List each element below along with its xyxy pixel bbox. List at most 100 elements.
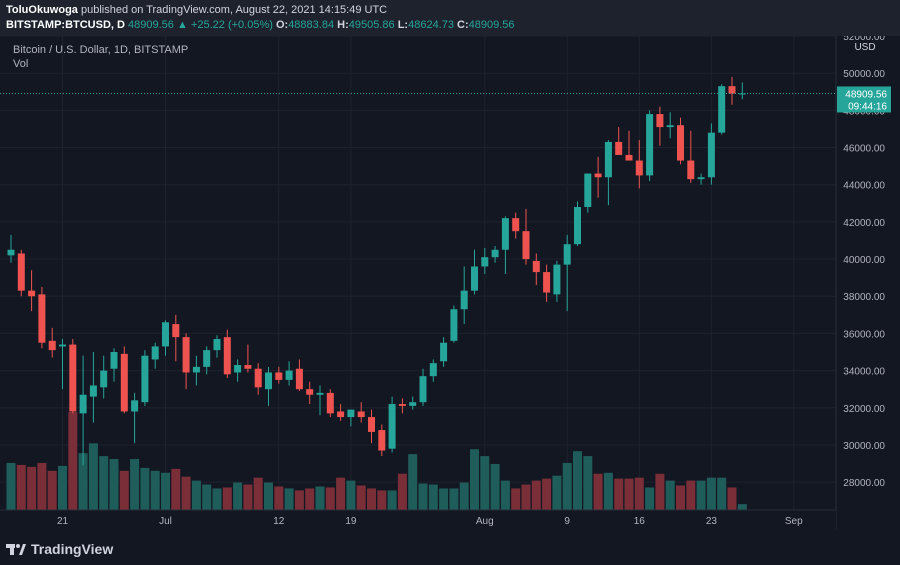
price-tick-label: 52000.00 xyxy=(843,36,885,43)
candle-body xyxy=(182,337,190,373)
candle-body xyxy=(440,342,448,362)
volume-bar xyxy=(119,470,129,510)
close-label: C: xyxy=(457,19,469,31)
price-tick-label: 36000.00 xyxy=(843,329,885,340)
time-tick-label: Sep xyxy=(785,516,803,527)
price-tick-label: 40000.00 xyxy=(843,255,885,266)
candle-body xyxy=(553,264,561,295)
volume-bar xyxy=(645,487,655,510)
candle-body xyxy=(28,290,36,297)
candle-body xyxy=(687,160,695,180)
candle-body xyxy=(110,352,118,369)
time-tick-label: 12 xyxy=(273,516,285,527)
volume-bar xyxy=(521,484,531,510)
candle-body xyxy=(625,154,633,161)
candle-body xyxy=(501,218,509,250)
volume-bar xyxy=(562,462,572,510)
candle-body xyxy=(223,337,231,375)
candle-body xyxy=(594,173,602,178)
volume-bar xyxy=(573,451,582,510)
volume-bar xyxy=(428,484,438,510)
price-tick-label: 30000.00 xyxy=(843,441,885,452)
volume-bar xyxy=(78,453,88,510)
candle-body xyxy=(646,114,654,176)
volume-bar xyxy=(727,487,737,510)
price-axis: 28000.00 30000.00 32000.00 34000.00 36000.00… xyxy=(835,32,900,530)
candle-body xyxy=(563,244,571,265)
price-change: +25.22 (+0.05%) xyxy=(190,19,273,31)
candle-body xyxy=(203,350,211,367)
chart-area[interactable]: 28000.00 30000.00 32000.00 34000.00 36000.00… xyxy=(0,32,900,530)
candle-body xyxy=(604,141,612,178)
time-tick-label: 21 xyxy=(57,516,69,527)
candle-body xyxy=(728,86,736,94)
volume-bar xyxy=(47,470,57,510)
candle-body xyxy=(522,231,530,260)
last-price-tag xyxy=(837,86,891,113)
price-tick-label: 50000.00 xyxy=(843,69,885,80)
price-tick-label: 42000.00 xyxy=(843,218,885,229)
price-tick-label: 38000.00 xyxy=(843,292,885,303)
price-axis-bg xyxy=(836,36,900,530)
time-tick-label: Jul xyxy=(159,516,172,527)
volume-bar xyxy=(191,480,201,510)
candle-body xyxy=(275,372,283,380)
volume-bar xyxy=(737,504,747,510)
volume-bar xyxy=(397,473,407,510)
candle-body xyxy=(7,249,15,256)
candle-body xyxy=(409,402,417,406)
volume-bar xyxy=(531,480,541,510)
volume-bar xyxy=(264,482,273,510)
candle-countdown: 09:44:16 xyxy=(848,101,887,112)
time-tick-label: 9 xyxy=(564,516,570,527)
candle-body xyxy=(100,370,108,388)
last-price-tag-value: 48909.56 xyxy=(845,89,887,100)
volume-bar xyxy=(459,482,469,510)
volume-bar xyxy=(614,478,624,510)
open-value: 48883.84 xyxy=(288,19,335,31)
candle-body xyxy=(79,394,87,414)
volume-bar xyxy=(253,477,263,510)
volume-bar xyxy=(325,487,335,510)
volume-bar xyxy=(202,484,212,510)
volume-bar xyxy=(212,488,222,510)
volume-bar xyxy=(593,473,603,510)
candle-body xyxy=(398,404,406,406)
volume-bar xyxy=(109,459,119,510)
price-tick-label: 28000.00 xyxy=(843,478,885,489)
candle-body xyxy=(17,253,25,291)
candle-body xyxy=(615,141,623,155)
candle-body xyxy=(378,430,386,451)
volume-bar xyxy=(583,456,593,510)
candle-body xyxy=(388,404,396,449)
close-value: 48909.56 xyxy=(468,19,515,31)
volume-bar xyxy=(511,488,521,510)
candle-body xyxy=(244,365,252,369)
candle-body xyxy=(326,392,334,414)
price-chart[interactable]: 28000.00 30000.00 32000.00 34000.00 36000.00… xyxy=(0,32,900,530)
volume-bar xyxy=(346,480,356,510)
price-tick-label: 44000.00 xyxy=(843,181,885,192)
candle-body xyxy=(471,266,478,291)
volume-bar xyxy=(367,488,376,510)
volume-bar xyxy=(676,485,685,510)
time-tick-label: 23 xyxy=(706,516,718,527)
volume-bar xyxy=(294,490,304,510)
candle-body xyxy=(697,177,705,180)
volume-bar xyxy=(439,488,449,510)
volume-bar xyxy=(480,456,490,510)
volume-bar xyxy=(490,463,500,510)
time-tick-label: 19 xyxy=(345,516,357,527)
time-tick-label: Aug xyxy=(476,516,494,527)
tradingview-logo[interactable]: TradingView xyxy=(6,541,113,557)
volume-bar xyxy=(655,473,665,510)
candle-body xyxy=(48,340,56,351)
candle-body xyxy=(213,338,221,351)
volume-bar xyxy=(140,467,150,510)
candle-body xyxy=(162,322,169,347)
candle-body xyxy=(131,400,139,412)
candle-body xyxy=(59,344,66,347)
author-name[interactable]: ToluOkuwoga xyxy=(6,4,78,16)
volume-bar xyxy=(58,465,67,510)
